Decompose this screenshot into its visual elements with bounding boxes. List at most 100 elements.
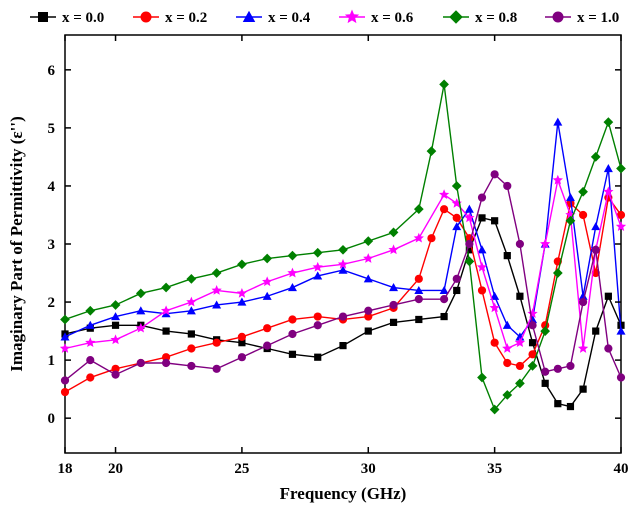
data-point — [603, 117, 614, 127]
data-point — [86, 373, 95, 382]
axes-layer: 18 20 25 30 35 40 0 1 2 3 4 5 6 — [48, 35, 629, 477]
x-tick-label: 20 — [108, 461, 123, 477]
data-point — [161, 309, 171, 318]
x-axis-title: Frequency (GHz) — [280, 484, 407, 503]
data-point — [590, 152, 601, 162]
data-point — [60, 332, 70, 341]
series-5 — [60, 79, 626, 415]
data-point — [363, 253, 374, 263]
data-point — [238, 339, 246, 347]
data-point — [577, 343, 589, 353]
data-point — [288, 315, 297, 324]
y-tick-label: 0 — [48, 411, 56, 427]
legend-marker — [38, 12, 48, 22]
data-point — [515, 361, 525, 371]
legend-marker — [242, 10, 256, 22]
data-point — [211, 268, 222, 278]
data-point — [541, 379, 549, 387]
data-point — [616, 210, 626, 220]
data-point — [85, 305, 96, 316]
data-point — [85, 337, 96, 348]
legend-marker — [140, 11, 152, 23]
data-point — [515, 378, 525, 389]
data-point — [313, 312, 322, 321]
data-point — [338, 312, 348, 321]
data-point — [516, 292, 524, 300]
data-point — [528, 321, 537, 330]
data-point — [452, 222, 462, 231]
data-point — [313, 321, 322, 330]
legend-item: x = 0.4 — [236, 10, 311, 26]
data-point — [160, 305, 172, 316]
data-point — [565, 209, 576, 220]
data-point — [237, 297, 247, 306]
data-point — [389, 318, 398, 326]
data-point — [136, 358, 145, 368]
data-point — [388, 227, 399, 238]
y-tick-label: 3 — [48, 237, 56, 253]
data-point — [579, 385, 587, 393]
data-point — [427, 234, 436, 243]
data-point — [339, 341, 347, 350]
data-point — [477, 245, 487, 254]
data-point — [502, 390, 513, 400]
legend-marker — [449, 10, 463, 24]
data-point — [363, 274, 373, 283]
data-point — [263, 341, 272, 350]
legend-item: x = 0.6 — [339, 9, 414, 26]
data-point — [111, 364, 120, 373]
y-tick-label: 2 — [48, 295, 56, 311]
data-point — [439, 295, 449, 304]
x-tick-label: 25 — [234, 461, 249, 477]
legend-label: x = 1.0 — [577, 10, 619, 26]
data-point — [603, 186, 614, 197]
data-point — [490, 338, 499, 347]
legend-item: x = 0.8 — [443, 10, 517, 26]
data-point — [528, 350, 537, 359]
legend-item: x = 0.2 — [133, 10, 207, 26]
plot-frame — [64, 34, 622, 454]
data-point — [552, 268, 563, 278]
data-point — [453, 286, 461, 295]
data-point — [540, 326, 551, 336]
data-point — [212, 364, 221, 373]
data-point — [527, 308, 538, 319]
data-point — [464, 212, 475, 223]
data-point — [604, 292, 612, 300]
x-tick-label: 35 — [487, 461, 502, 477]
data-point — [85, 320, 95, 329]
data-point — [528, 339, 537, 347]
data-point — [86, 356, 95, 365]
data-point — [288, 350, 297, 358]
data-point — [503, 358, 512, 368]
data-point — [553, 117, 563, 126]
data-point — [263, 324, 272, 333]
data-point — [592, 327, 600, 335]
data-point — [514, 337, 526, 348]
y-tick-label: 1 — [48, 353, 56, 369]
data-point — [439, 79, 449, 90]
data-point — [211, 285, 222, 295]
data-point — [60, 387, 70, 397]
data-point — [212, 338, 221, 347]
data-point — [489, 404, 500, 415]
legend-label: x = 0.2 — [165, 10, 207, 26]
data-point — [338, 265, 348, 274]
data-point — [489, 302, 500, 313]
data-point — [413, 204, 424, 215]
data-point — [364, 306, 373, 315]
data-point — [615, 221, 627, 231]
x-tick-label: 30 — [361, 461, 376, 477]
y-tick-label: 5 — [48, 121, 56, 137]
data-point — [465, 239, 474, 249]
x-tick-label: 40 — [614, 461, 629, 477]
series-2 — [60, 193, 626, 397]
series-3 — [60, 117, 626, 341]
legend-item: x = 1.0 — [545, 10, 619, 26]
data-point — [161, 282, 171, 293]
data-point — [388, 244, 399, 255]
data-point — [312, 261, 323, 272]
data-point — [313, 271, 323, 280]
data-point — [591, 245, 600, 254]
